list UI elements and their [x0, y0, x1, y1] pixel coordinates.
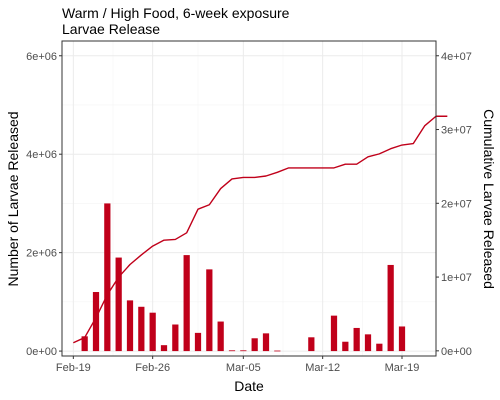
y-left-tick-label: 4e+06 — [26, 149, 57, 161]
panel-border — [61, 40, 437, 357]
daily-release-bar — [104, 203, 111, 352]
daily-release-bar — [387, 264, 394, 352]
cumulative-release-line — [73, 115, 448, 344]
daily-release-bar — [115, 257, 122, 352]
daily-release-bar — [172, 324, 179, 352]
y-right-tick-label: 0e+00 — [441, 346, 472, 358]
y-right-tick-label: 3e+07 — [441, 125, 472, 137]
y-left-tick-label: 0e+00 — [26, 346, 57, 358]
y-right-tick-label: 2e+07 — [441, 198, 472, 210]
y-axis-right-label: Cumulative Larvae Released — [481, 109, 497, 289]
x-axis-label: Date — [234, 378, 264, 394]
x-tick-label: Mar-05 — [226, 362, 261, 374]
y-left-tick-label: 2e+06 — [26, 248, 57, 260]
x-tick-label: Mar-12 — [305, 362, 340, 374]
x-tick-label: Feb-19 — [56, 362, 91, 374]
daily-release-bar — [274, 350, 281, 352]
daily-release-bar — [149, 312, 156, 352]
daily-release-bar — [398, 326, 406, 352]
daily-release-bar — [251, 338, 258, 352]
daily-release-bar — [206, 269, 213, 352]
chart-title: Warm / High Food, 6-week exposure — [62, 5, 290, 21]
daily-release-bar — [183, 255, 190, 352]
daily-release-bar — [81, 336, 88, 352]
y-right-tick-label: 4e+07 — [441, 51, 472, 63]
cumulative-line-layer — [73, 115, 448, 344]
x-tick-label: Feb-26 — [135, 362, 170, 374]
daily-release-bar — [138, 306, 145, 352]
daily-release-bar — [330, 315, 338, 352]
daily-bar-layer — [81, 203, 406, 352]
y-right-tick-label: 1e+07 — [441, 272, 472, 284]
daily-release-bar — [376, 343, 383, 352]
y-axis-left-label: Number of Larvae Released — [5, 111, 21, 286]
daily-release-bar — [353, 327, 360, 352]
chart-subtitle: Larvae Release — [62, 21, 160, 37]
daily-release-bar — [160, 345, 168, 352]
daily-release-bar — [262, 333, 270, 352]
daily-release-bar — [342, 341, 349, 352]
daily-release-bar — [92, 292, 100, 352]
daily-release-bar — [217, 321, 224, 352]
axis-layer: 0e+00 2e+06 4e+06 6e+06 Feb-19 Feb-26 Mar-05 Ma… — [26, 51, 472, 374]
daily-release-bar — [228, 350, 236, 352]
daily-release-bar — [240, 350, 247, 352]
grid-layer — [62, 41, 436, 356]
daily-release-bar — [308, 337, 315, 352]
daily-release-bar — [194, 332, 202, 352]
daily-release-bar — [364, 334, 372, 352]
daily-release-bar — [126, 300, 134, 352]
y-left-tick-label: 6e+06 — [26, 51, 57, 63]
x-tick-label: Mar-19 — [385, 362, 420, 374]
